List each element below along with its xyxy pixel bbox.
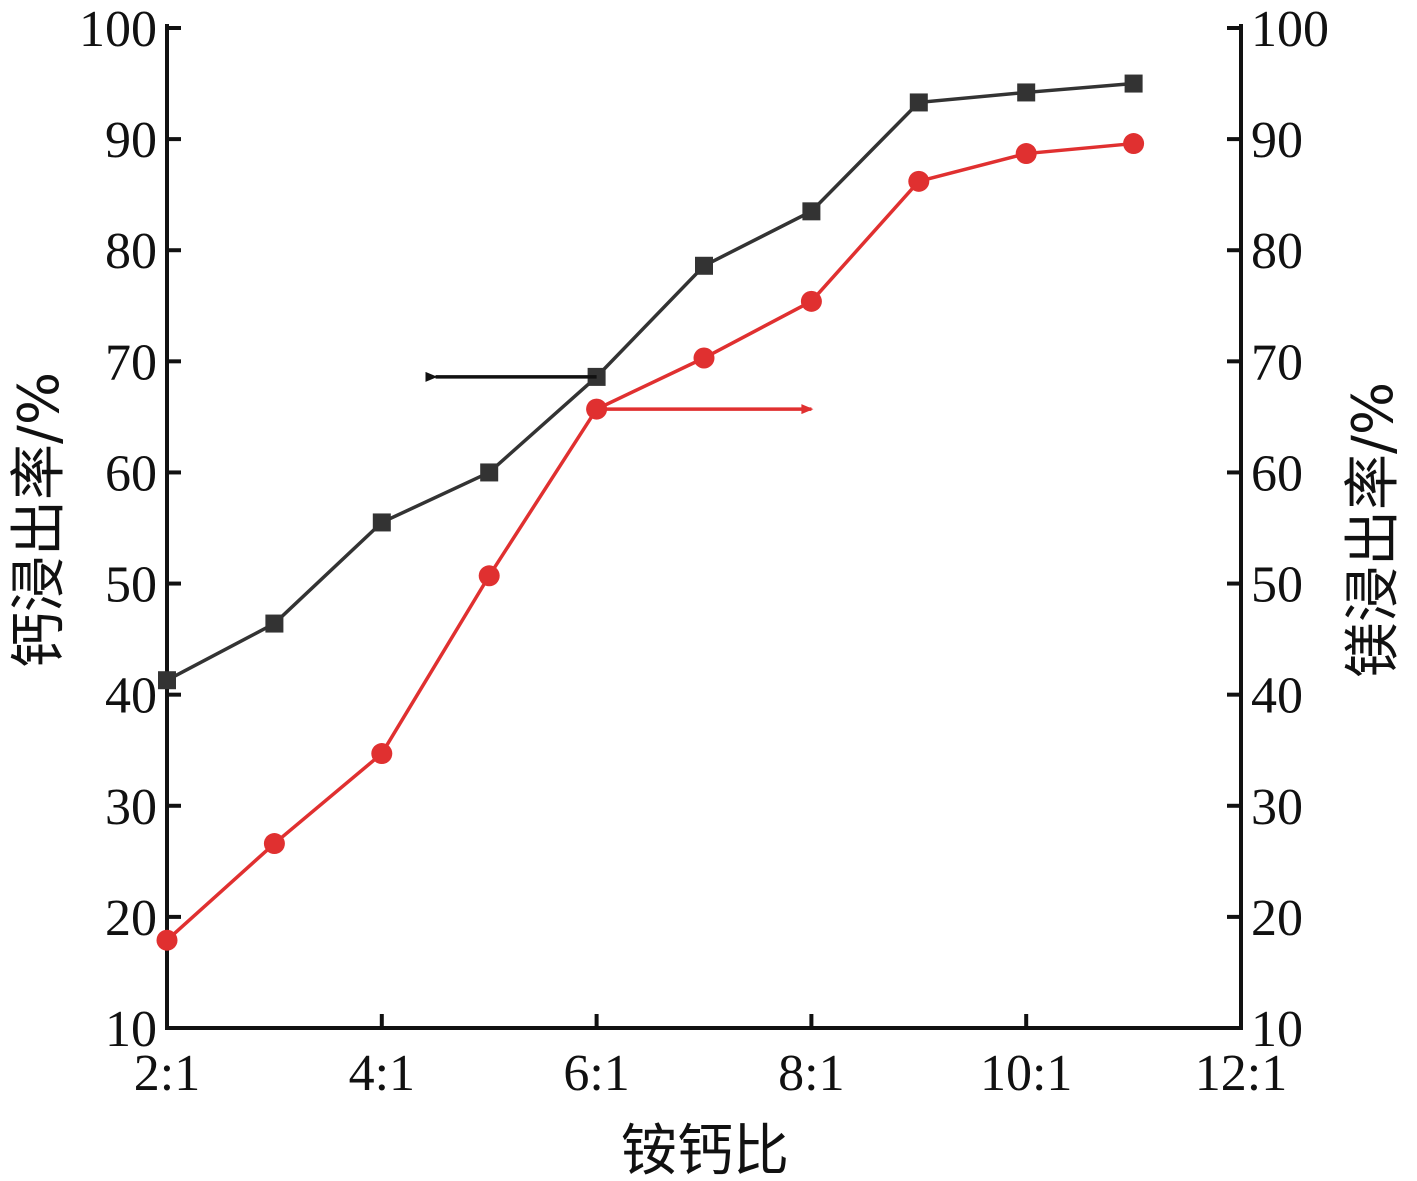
x-tick-label: 4:1 — [349, 1045, 415, 1102]
data-point-square — [265, 614, 284, 633]
x-axis-title: 铵钙比 — [621, 1119, 789, 1181]
axes — [165, 24, 1243, 1030]
y-left-tick-label: 30 — [105, 779, 157, 836]
data-point-square — [695, 256, 713, 275]
series-layer — [156, 74, 1145, 951]
y-left-tick-label: 80 — [105, 223, 157, 280]
y-right-tick-label: 30 — [1251, 779, 1303, 836]
data-point-circle — [371, 743, 393, 765]
y-right-tick-label: 50 — [1251, 557, 1303, 614]
series-line — [166, 81, 1134, 682]
tick-labels: 10 10 20 20 30 30 40 40 50 50 60 60 70 70 80 80 90 90 100 1… — [79, 1, 1329, 1102]
y-left-tick-label: 100 — [79, 1, 157, 58]
data-point-square — [909, 93, 928, 112]
series-line — [165, 141, 1134, 942]
y-left-tick-label: 90 — [105, 112, 157, 169]
y-left-tick-label: 40 — [105, 668, 157, 725]
y-left-tick-label: 20 — [105, 890, 157, 947]
y-left-tick-label: 60 — [105, 445, 157, 502]
y-right-tick-label: 20 — [1251, 890, 1303, 947]
y-right-tick-label: 60 — [1251, 445, 1303, 502]
annotations — [425, 371, 814, 415]
series-magnesium — [156, 133, 1145, 951]
y-right-tick-label: 80 — [1251, 223, 1303, 280]
data-point-circle — [908, 170, 930, 192]
data-point-circle — [478, 565, 500, 587]
data-point-square — [158, 671, 176, 690]
y-right-tick-label: 100 — [1251, 1, 1329, 58]
y-left-tick-label: 10 — [105, 1001, 157, 1058]
y-right-tick-label: 10 — [1251, 1001, 1303, 1058]
data-point-circle — [1015, 143, 1037, 165]
x-tick-label: 12:1 — [1195, 1045, 1287, 1102]
y-left-tick-label: 70 — [105, 334, 157, 391]
x-tick-label: 8:1 — [778, 1045, 844, 1102]
data-point-circle — [156, 929, 178, 951]
series-calcium — [158, 74, 1143, 690]
data-point-square — [480, 463, 499, 482]
tick-marks — [165, 26, 1243, 1030]
data-point-circle — [800, 290, 822, 312]
data-point-square — [372, 513, 391, 532]
data-point-square — [1124, 74, 1143, 93]
y-right-tick-label: 90 — [1251, 112, 1303, 169]
data-point-square — [802, 202, 821, 221]
x-tick-label: 10:1 — [980, 1045, 1072, 1102]
y-axis-right-title: 镁浸出率/% — [1341, 382, 1406, 678]
y-right-tick-label: 40 — [1251, 668, 1303, 725]
y-left-tick-label: 50 — [105, 557, 157, 614]
x-tick-label: 6:1 — [563, 1045, 629, 1102]
data-point-circle — [1123, 133, 1145, 155]
x-tick-label: 2:1 — [134, 1045, 200, 1102]
data-point-circle — [693, 347, 715, 369]
data-point-circle — [263, 833, 285, 855]
y-right-tick-label: 70 — [1251, 334, 1303, 391]
y-axis-left-title: 钙浸出率/% — [7, 372, 72, 668]
data-point-square — [1017, 83, 1036, 102]
